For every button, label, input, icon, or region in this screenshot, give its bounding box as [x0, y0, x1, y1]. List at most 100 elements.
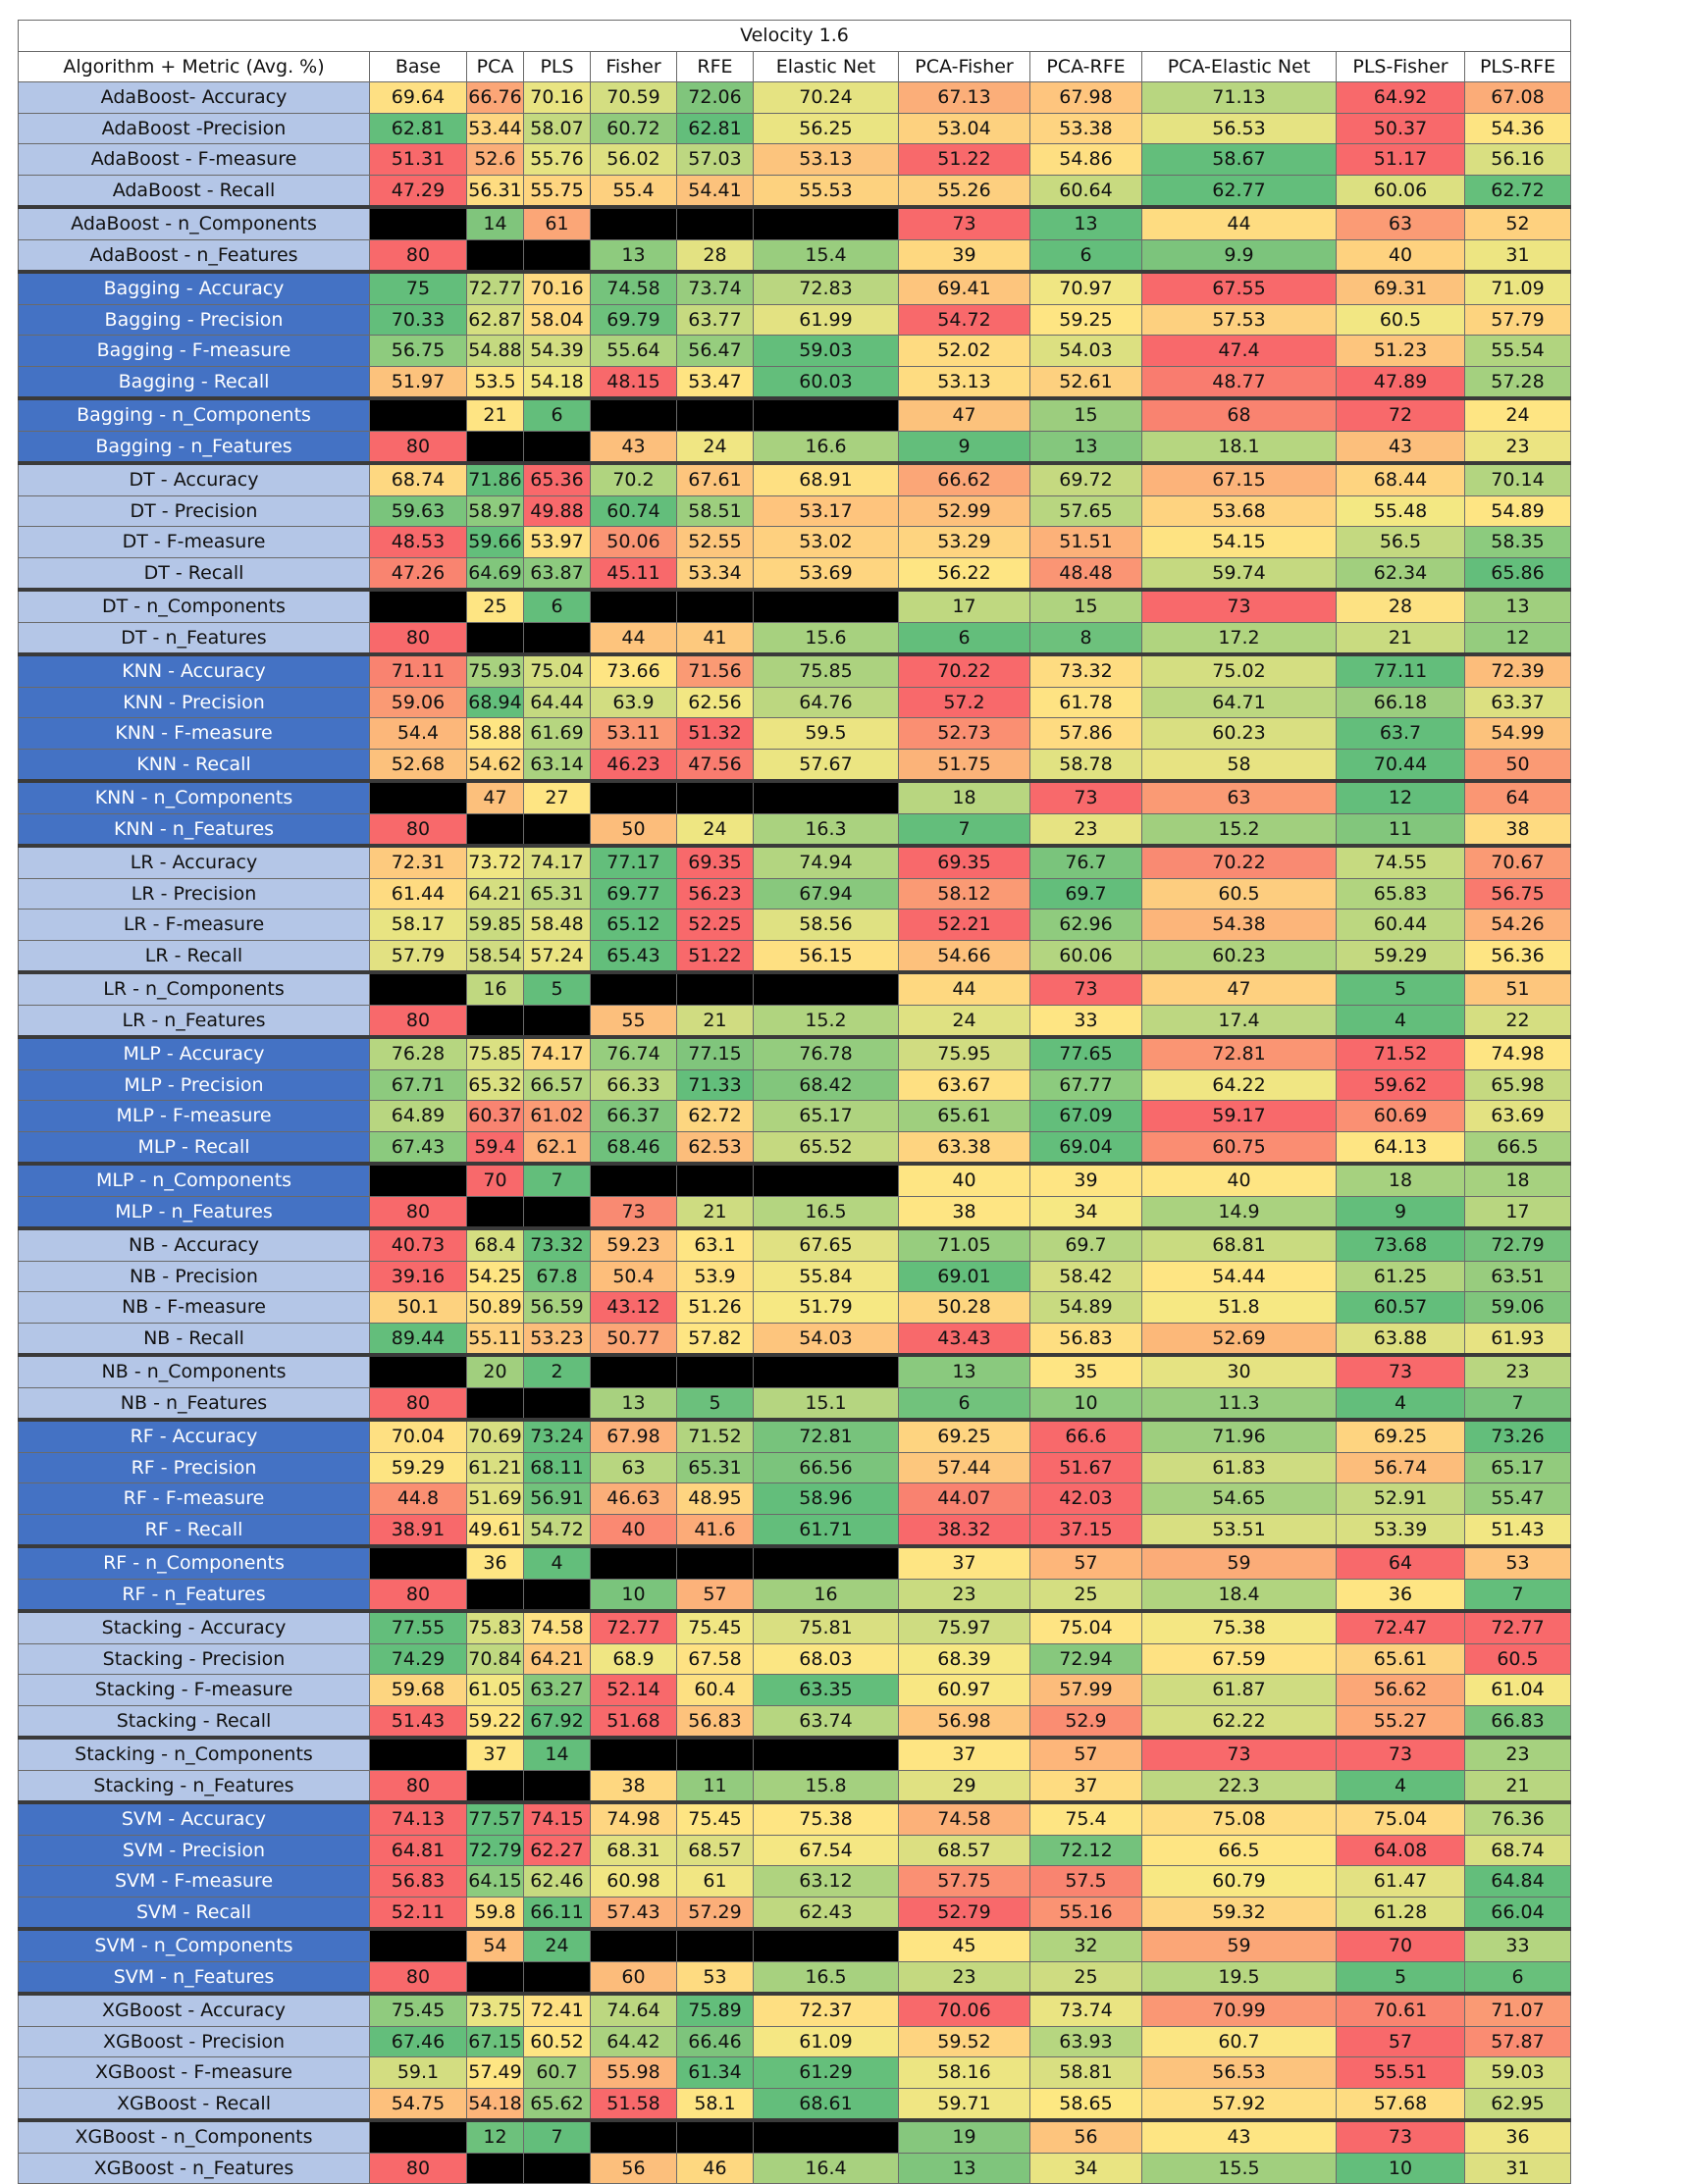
value-cell: 52.02 — [898, 335, 1030, 367]
value-cell: 53.11 — [590, 717, 677, 750]
value-cell: 50.06 — [590, 526, 677, 558]
value-cell: 57.44 — [898, 1451, 1030, 1483]
table-row: RF - n_Features 80 10 57 16 23 25 18.4 36 7 — [18, 1578, 1571, 1612]
value-cell: 27 — [523, 779, 591, 814]
empty-cell — [590, 205, 677, 240]
value-cell: 13 — [898, 1353, 1030, 1388]
value-cell: 52.25 — [676, 909, 754, 941]
empty-cell — [523, 1960, 591, 1995]
value-cell: 50.89 — [466, 1291, 524, 1324]
row-label: Bagging - Recall — [18, 365, 370, 399]
value-cell: 71.86 — [466, 461, 524, 496]
value-cell: 54.15 — [1141, 526, 1337, 558]
value-cell: 75.95 — [898, 1035, 1030, 1070]
value-cell: 21 — [676, 1004, 754, 1038]
value-cell: 53.02 — [753, 526, 899, 558]
table-row: MLP - Recall 67.43 59.4 62.1 68.46 62.53 65.52… — [18, 1130, 1571, 1165]
row-label: MLP - Accuracy — [18, 1035, 370, 1070]
row-label: KNN - Accuracy — [18, 652, 370, 688]
value-cell: 75.04 — [523, 652, 591, 688]
value-cell: 18.1 — [1141, 430, 1337, 464]
value-cell: 68.9 — [590, 1642, 677, 1675]
value-cell: 52.69 — [1141, 1322, 1337, 1356]
value-cell: 49.61 — [466, 1513, 524, 1547]
value-cell: 51.51 — [1029, 526, 1142, 558]
value-cell: 74.17 — [523, 844, 591, 879]
value-cell: 55.48 — [1336, 494, 1465, 527]
row-label: KNN - n_Features — [18, 812, 370, 847]
row-label: AdaBoost- Accuracy — [18, 81, 370, 114]
value-cell: 75.81 — [753, 1609, 899, 1644]
value-cell: 33 — [1029, 1004, 1142, 1038]
value-cell: 64.81 — [369, 1834, 467, 1866]
empty-cell — [753, 396, 899, 432]
value-cell: 21 — [1336, 621, 1465, 655]
row-label: NB - Recall — [18, 1322, 370, 1356]
value-cell: 66.04 — [1464, 1896, 1571, 1930]
value-cell: 59.03 — [753, 335, 899, 367]
results-table-container: Velocity 1.6 Algorithm + Metric (Avg. %)… — [18, 20, 1571, 2184]
value-cell: 66.56 — [753, 1451, 899, 1483]
value-cell: 80 — [369, 2152, 467, 2184]
value-cell: 80 — [369, 1386, 467, 1421]
value-cell: 51.31 — [369, 143, 467, 176]
table-row: XGBoost - n_Features 80 56 46 16.4 13 34 15.5 10… — [18, 2152, 1571, 2184]
empty-cell — [466, 621, 524, 655]
table-row: SVM - n_Components 54 24 45 32 59 70 33 — [18, 1927, 1571, 1962]
empty-cell — [369, 1353, 467, 1388]
value-cell: 39 — [1029, 1162, 1142, 1197]
value-cell: 71.56 — [676, 652, 754, 688]
empty-cell — [466, 1386, 524, 1421]
value-cell: 49.88 — [523, 494, 591, 527]
value-cell: 53.13 — [898, 365, 1030, 399]
empty-cell — [466, 238, 524, 273]
value-cell: 63.51 — [1464, 1260, 1571, 1292]
value-cell: 54.44 — [1141, 1260, 1337, 1292]
value-cell: 71.13 — [1141, 81, 1337, 114]
value-cell: 73 — [1029, 779, 1142, 814]
row-label: AdaBoost - n_Components — [18, 205, 370, 240]
value-cell: 40 — [1141, 1162, 1337, 1197]
value-cell: 25 — [1029, 1960, 1142, 1995]
value-cell: 70.84 — [466, 1642, 524, 1675]
value-cell: 15 — [1029, 396, 1142, 432]
value-cell: 59.22 — [466, 1704, 524, 1739]
table-row: DT - Accuracy 68.74 71.86 65.36 70.2 67.61 68.… — [18, 461, 1571, 496]
value-cell: 34 — [1029, 1195, 1142, 1229]
value-cell: 63.7 — [1336, 717, 1465, 750]
table-row: NB - F-measure 50.1 50.89 56.59 43.12 51.26 51… — [18, 1291, 1571, 1324]
value-cell: 66.83 — [1464, 1704, 1571, 1739]
value-cell: 65.98 — [1464, 1068, 1571, 1101]
row-label: Stacking - Recall — [18, 1704, 370, 1739]
value-cell: 62.96 — [1029, 909, 1142, 941]
value-cell: 25 — [466, 588, 524, 623]
value-cell: 68.91 — [753, 461, 899, 496]
empty-cell — [590, 1927, 677, 1962]
table-row: DT - n_Components 25 6 17 15 73 28 13 — [18, 588, 1571, 623]
row-label: LR - n_Features — [18, 1004, 370, 1038]
value-cell: 53.17 — [753, 494, 899, 527]
value-cell: 65.31 — [523, 877, 591, 910]
value-cell: 69.41 — [898, 270, 1030, 305]
value-cell: 65.17 — [753, 1100, 899, 1132]
value-cell: 63.69 — [1464, 1100, 1571, 1132]
table-row: MLP - F-measure 64.89 60.37 61.02 66.37 62.72… — [18, 1100, 1571, 1132]
row-label: AdaBoost - n_Features — [18, 238, 370, 273]
value-cell: 14 — [523, 1736, 591, 1771]
value-cell: 55.54 — [1464, 335, 1571, 367]
value-cell: 18.4 — [1141, 1578, 1337, 1612]
value-cell: 73 — [1336, 1353, 1465, 1388]
empty-cell — [466, 1769, 524, 1803]
value-cell: 61.29 — [753, 2056, 899, 2089]
value-cell: 20 — [466, 1353, 524, 1388]
table-row: SVM - Accuracy 74.13 77.57 74.15 74.98 75.45 7… — [18, 1800, 1571, 1836]
value-cell: 72.81 — [753, 1418, 899, 1453]
value-cell: 23 — [898, 1578, 1030, 1612]
row-label: KNN - Recall — [18, 748, 370, 782]
value-cell: 11.3 — [1141, 1386, 1337, 1421]
empty-cell — [523, 1004, 591, 1038]
value-cell: 53.34 — [676, 556, 754, 591]
value-cell: 51.8 — [1141, 1291, 1337, 1324]
value-cell: 77.17 — [590, 844, 677, 879]
value-cell: 76.28 — [369, 1035, 467, 1070]
